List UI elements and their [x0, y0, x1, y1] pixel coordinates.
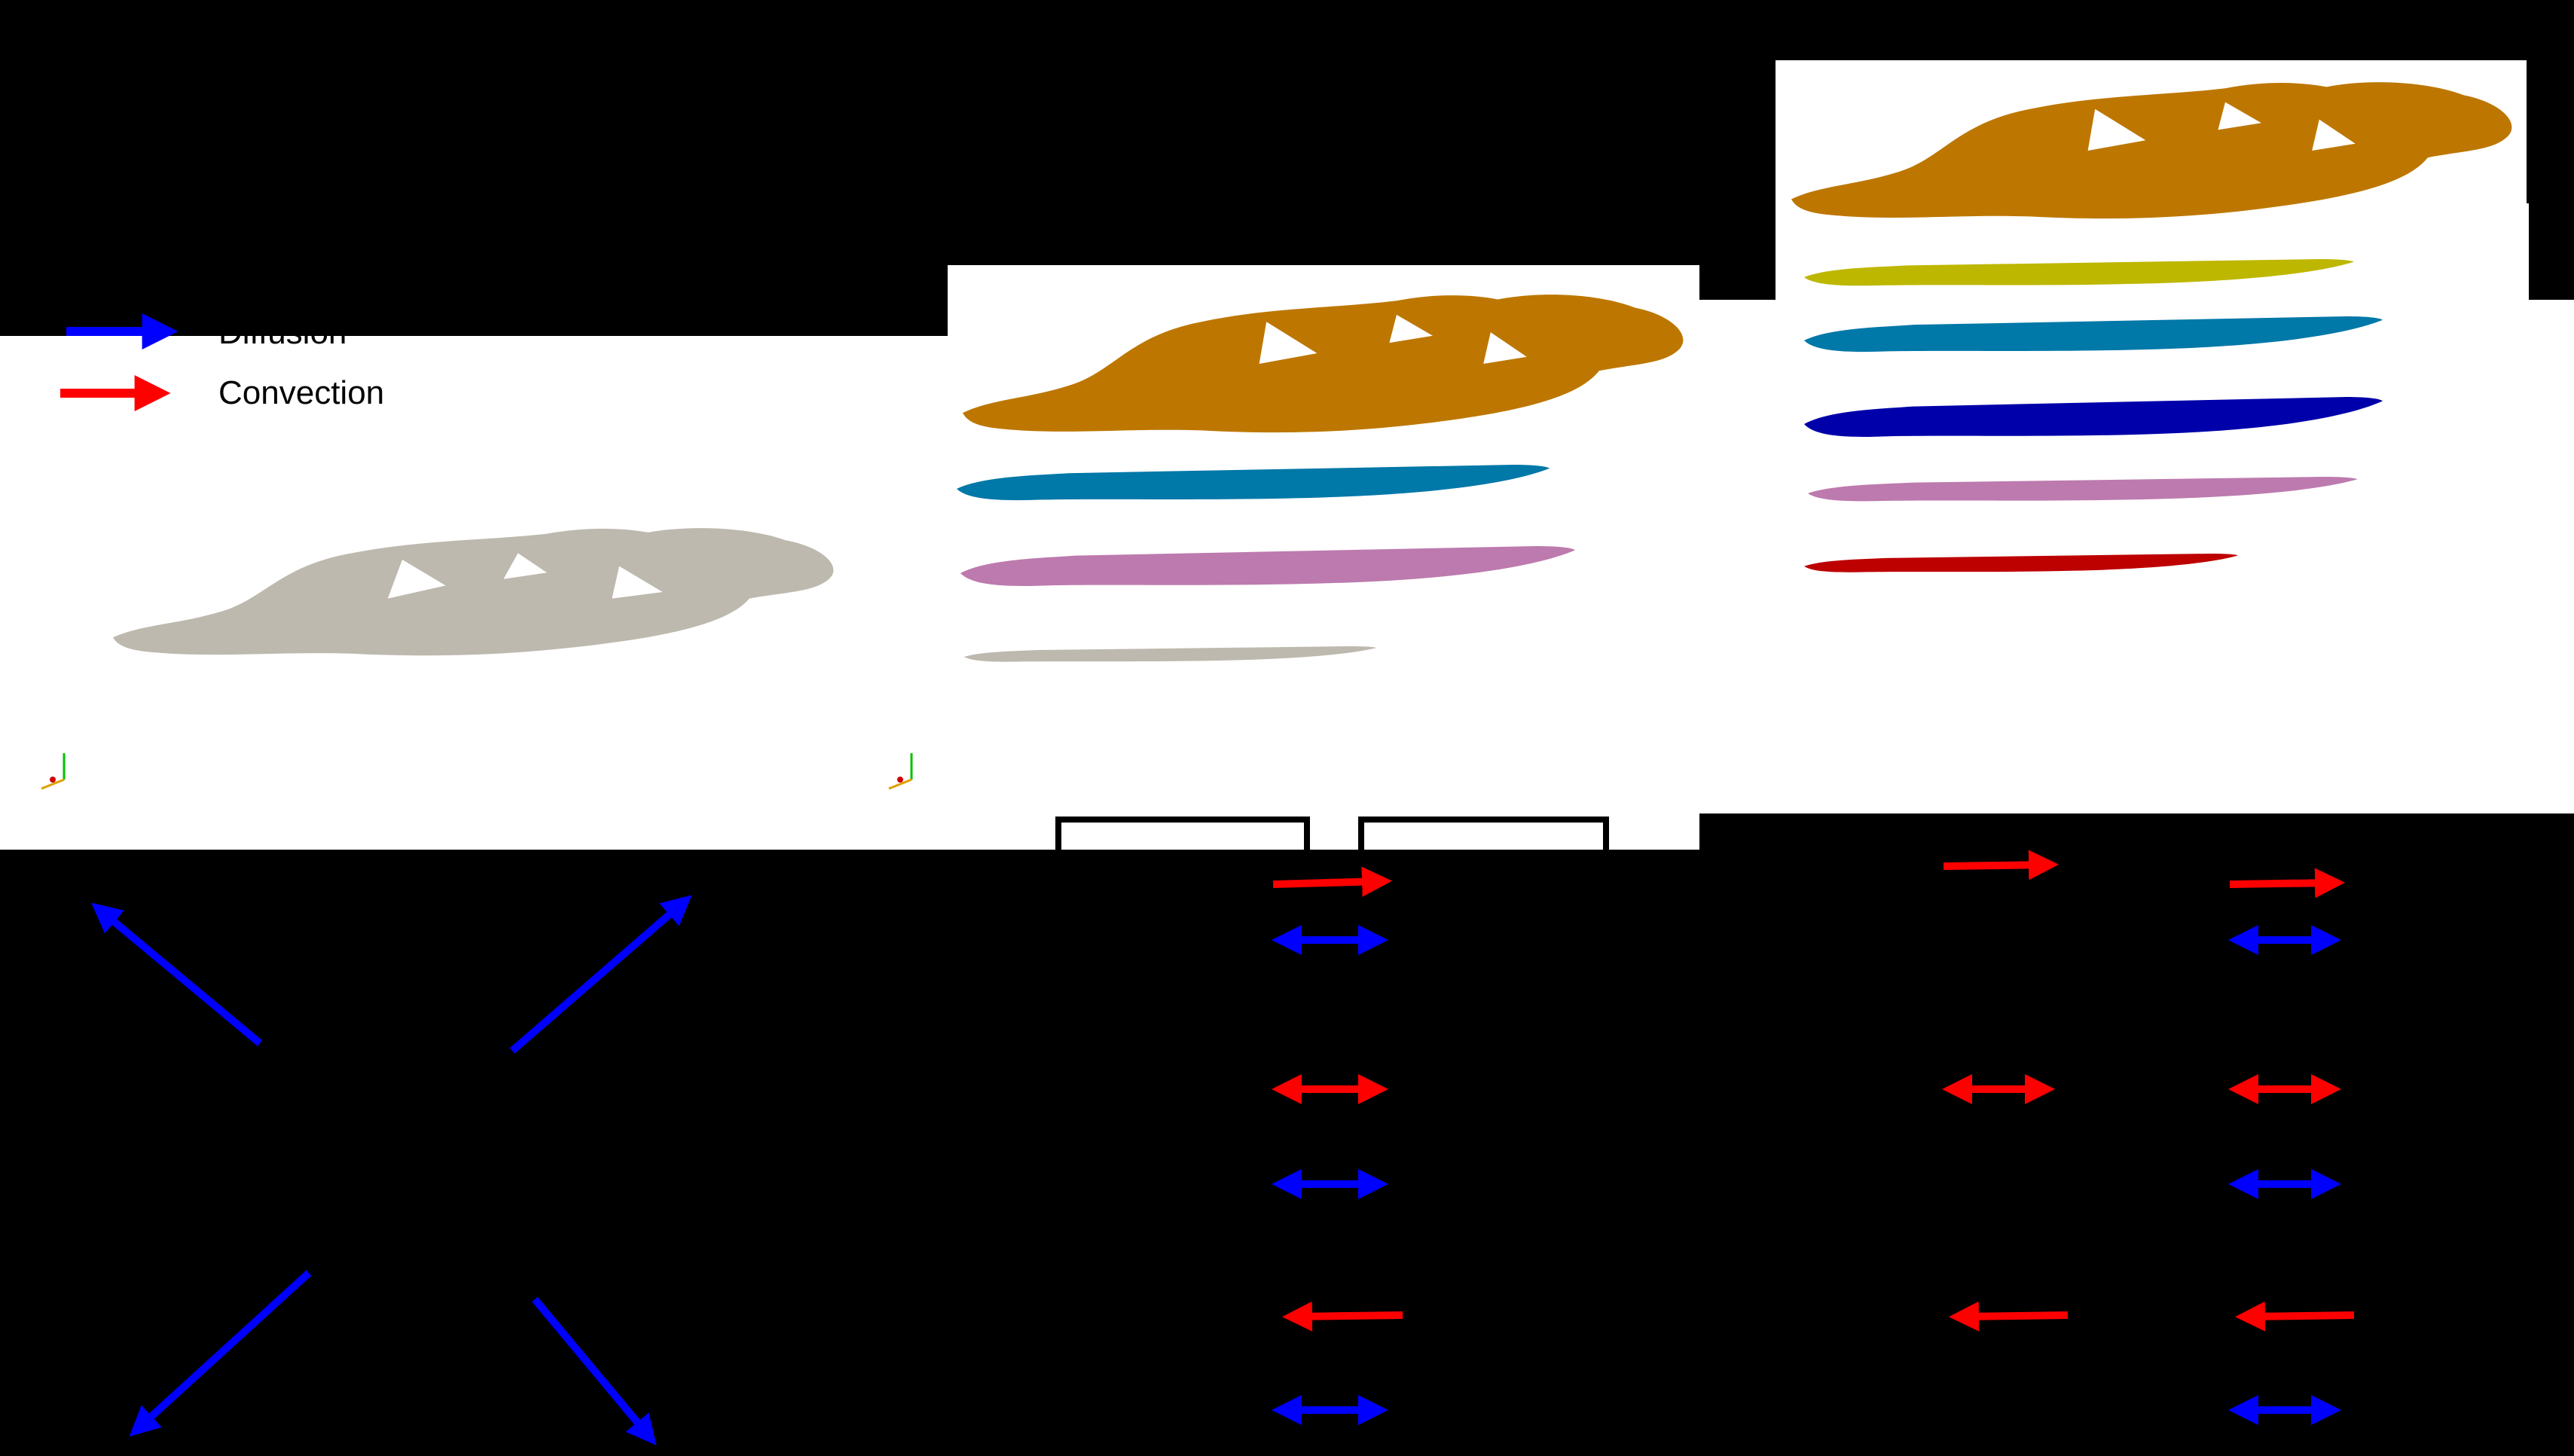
axes-triad-icon [41, 753, 66, 790]
convection-arrow-right [2229, 868, 2345, 899]
compartment-brain-orange [963, 295, 1684, 433]
diffusion-arrow-up-right [509, 895, 692, 1054]
single-compartment-diffusion-arrows [91, 895, 692, 1445]
bracket-box-c [1760, 817, 1826, 860]
legend: Diffusion Convection [60, 313, 384, 411]
convection-arrow-left [2235, 1301, 2355, 1332]
compartment-brain-orange [1791, 82, 2512, 219]
whole-brain-compartment [113, 528, 834, 656]
panel-background-middle [1776, 203, 2529, 316]
bracket-box-a [1055, 817, 1310, 860]
axes-triad-icon [888, 753, 913, 790]
arrow-column-b [1941, 850, 2069, 1332]
convection-arrow-left [1282, 1301, 1403, 1332]
legend-diffusion-label: Diffusion [218, 314, 347, 351]
panel-single-compartment: Diffusion Convection [0, 313, 948, 850]
panel-six-compartment [1695, 60, 2574, 813]
bracket-boxes [1055, 817, 1826, 860]
panel-four-compartment [888, 265, 1699, 850]
arrow-column-a [1271, 866, 1403, 1425]
diffusion-arrow-down-right [532, 1296, 657, 1445]
arrow-column-c [2227, 868, 2355, 1425]
convection-arrow-left [1949, 1301, 2069, 1332]
bracket-box-b [1358, 817, 1609, 860]
convection-arrow-right [1943, 850, 2059, 881]
convection-arrow-right [1272, 866, 1392, 897]
diffusion-arrow-up-left [91, 902, 263, 1046]
diffusion-arrow-down-left [129, 1270, 312, 1437]
legend-convection-label: Convection [218, 374, 384, 411]
